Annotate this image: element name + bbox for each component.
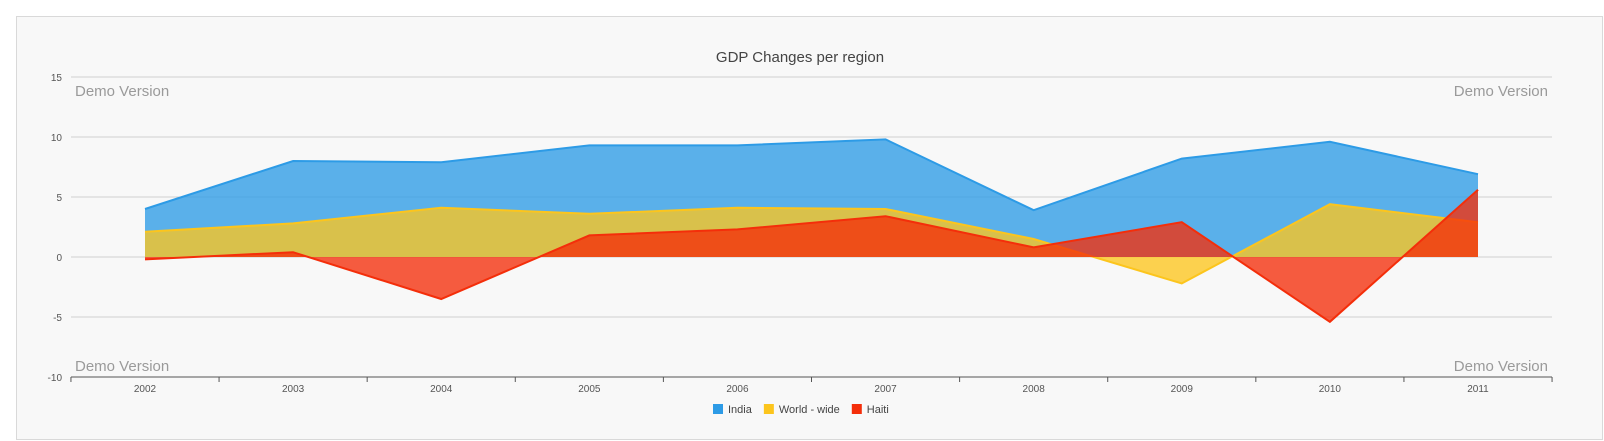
y-tick-label: 5 <box>56 193 62 204</box>
x-tick-label: 2006 <box>726 384 749 395</box>
x-tick-label: 2010 <box>1319 384 1342 395</box>
watermark-top-left: Demo Version <box>75 83 169 100</box>
x-tick-label: 2011 <box>1467 384 1489 395</box>
series-line-2 <box>144 189 1479 324</box>
x-tick-label: 2005 <box>578 384 601 395</box>
y-tick-label: 10 <box>51 133 63 144</box>
x-tick-label: 2004 <box>430 384 453 395</box>
chart-title: GDP Changes per region <box>716 49 884 66</box>
y-tick-label: 15 <box>51 73 63 84</box>
area-chart: 15 10 5 0 -5 -10 2002 2003 2004 2005 2006 2007 2008 2… <box>48 49 1553 416</box>
legend-swatch <box>851 404 862 414</box>
series-line-1 <box>144 203 1479 285</box>
watermark-bottom-right: Demo Version <box>1454 358 1548 375</box>
legend-label: World - wide <box>779 404 840 416</box>
series-line-0 <box>144 138 1479 212</box>
legend-item-1[interactable]: World - wide <box>763 404 840 416</box>
x-tick-label: 2008 <box>1023 384 1046 395</box>
legend: India World - wide Haiti <box>713 404 889 416</box>
series-area-2 <box>145 189 1478 322</box>
x-tick-label: 2003 <box>282 384 305 395</box>
watermark-top-right: Demo Version <box>1454 83 1548 100</box>
legend-item-2[interactable]: Haiti <box>851 404 889 416</box>
chart-panel: 15 10 5 0 -5 -10 2002 2003 2004 2005 2006 2007 2008 2… <box>16 16 1603 440</box>
axes: 15 10 5 0 -5 -10 2002 2003 2004 2005 2006 2007 2008 2… <box>48 73 1553 395</box>
watermark-bottom-left: Demo Version <box>75 358 169 375</box>
y-tick-label: 0 <box>56 253 62 264</box>
x-tick-label: 2002 <box>134 384 157 395</box>
legend-swatch <box>763 404 774 414</box>
x-tick-label: 2007 <box>874 384 897 395</box>
legend-swatch <box>713 404 723 414</box>
legend-item-0[interactable]: India <box>713 404 753 416</box>
y-tick-label: -10 <box>48 373 63 384</box>
y-tick-label: -5 <box>53 313 62 324</box>
series-areas <box>144 138 1479 324</box>
x-tick-label: 2009 <box>1171 384 1194 395</box>
legend-label: India <box>728 404 753 416</box>
legend-label: Haiti <box>867 404 889 416</box>
